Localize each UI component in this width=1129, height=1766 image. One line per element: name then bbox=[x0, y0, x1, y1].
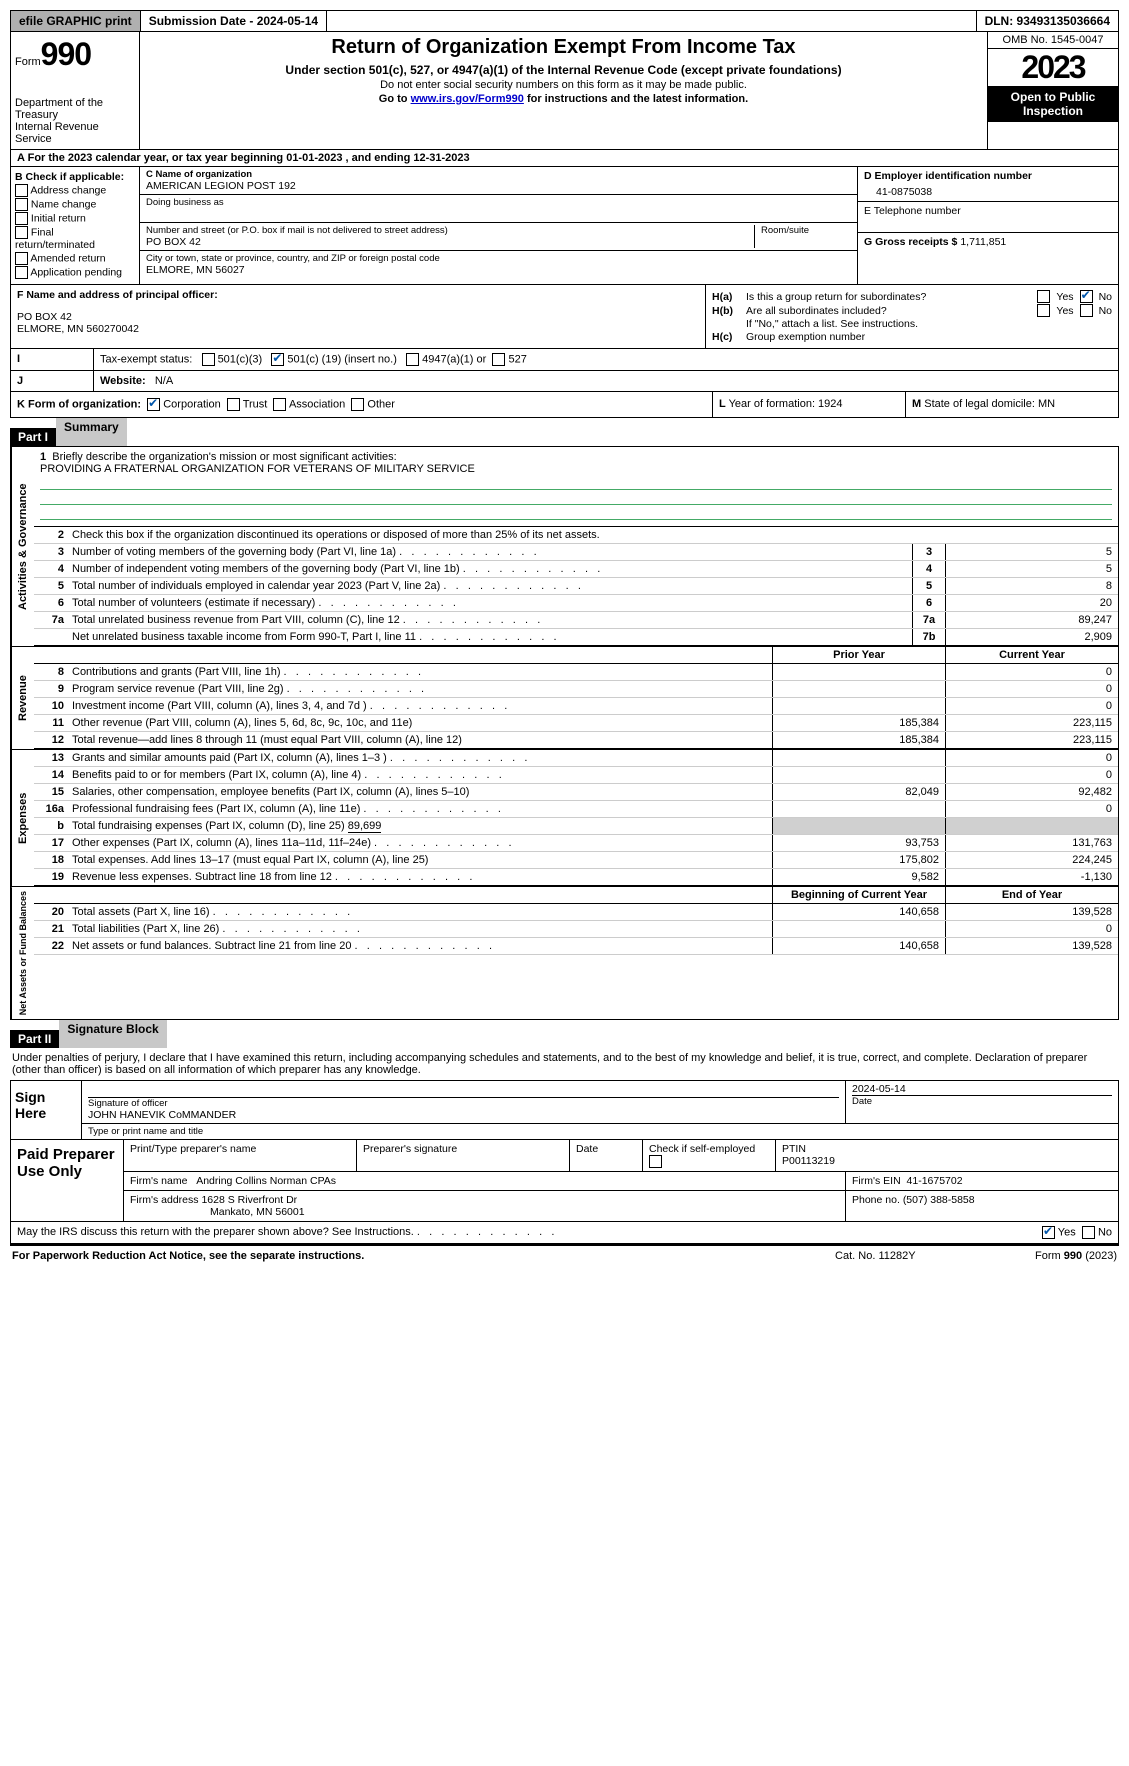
chk-corp[interactable] bbox=[147, 398, 160, 411]
form-number: 990 bbox=[41, 36, 91, 73]
chk-trust[interactable] bbox=[227, 398, 240, 411]
side-revenue: Revenue bbox=[11, 647, 34, 749]
firm-addr2: Mankato, MN 56001 bbox=[130, 1206, 305, 1218]
form-footer: Form 990 (2023) bbox=[1035, 1250, 1117, 1262]
submission-date: Submission Date - 2024-05-14 bbox=[141, 11, 327, 31]
discuss-no[interactable] bbox=[1082, 1226, 1095, 1239]
ha-no[interactable] bbox=[1080, 290, 1093, 303]
paid-preparer-label: Paid Preparer Use Only bbox=[11, 1140, 124, 1221]
firm-ein: 41-1675702 bbox=[907, 1175, 963, 1187]
side-expenses: Expenses bbox=[11, 750, 34, 886]
side-activities: Activities & Governance bbox=[11, 447, 34, 646]
gross-receipts: 1,711,851 bbox=[960, 236, 1006, 248]
omb-number: OMB No. 1545-0047 bbox=[988, 32, 1118, 49]
chk-initial-return[interactable] bbox=[15, 212, 28, 225]
dln: DLN: 93493135036664 bbox=[976, 11, 1118, 31]
ha-yes[interactable] bbox=[1037, 290, 1050, 303]
chk-final-return[interactable] bbox=[15, 226, 28, 239]
chk-amended[interactable] bbox=[15, 252, 28, 265]
part1-title: Summary bbox=[56, 418, 127, 446]
chk-self-employed[interactable] bbox=[649, 1155, 662, 1168]
chk-app-pending[interactable] bbox=[15, 266, 28, 279]
hb-no[interactable] bbox=[1080, 304, 1093, 317]
chk-501c3[interactable] bbox=[202, 353, 215, 366]
hb-yes[interactable] bbox=[1037, 304, 1050, 317]
chk-4947[interactable] bbox=[406, 353, 419, 366]
irs-link[interactable]: www.irs.gov/Form990 bbox=[411, 93, 524, 105]
form-subtitle: Under section 501(c), 527, or 4947(a)(1)… bbox=[144, 63, 983, 77]
chk-527[interactable] bbox=[492, 353, 505, 366]
chk-other[interactable] bbox=[351, 398, 364, 411]
part2-header: Part II bbox=[10, 1030, 59, 1048]
top-bar: efile GRAPHIC print Submission Date - 20… bbox=[10, 10, 1119, 32]
row-a-period: A For the 2023 calendar year, or tax yea… bbox=[10, 150, 1119, 167]
side-netassets: Net Assets or Fund Balances bbox=[11, 887, 34, 1019]
chk-address-change[interactable] bbox=[15, 184, 28, 197]
firm-name: Andring Collins Norman CPAs bbox=[196, 1175, 336, 1187]
form-header: Form 990 Department of the Treasury Inte… bbox=[10, 32, 1119, 150]
efile-label: efile GRAPHIC print bbox=[11, 11, 141, 31]
goto-pre: Go to bbox=[379, 93, 411, 105]
discuss-yes[interactable] bbox=[1042, 1226, 1055, 1239]
chk-501c[interactable] bbox=[271, 353, 284, 366]
officer-name: JOHN HANEVIK CoMMANDER bbox=[88, 1109, 839, 1121]
ein: 41-0875038 bbox=[864, 182, 1112, 198]
ptin: P00113219 bbox=[782, 1155, 1112, 1167]
firm-phone: (507) 388-5858 bbox=[903, 1194, 975, 1206]
website: N/A bbox=[155, 375, 173, 387]
paperwork-notice: For Paperwork Reduction Act Notice, see … bbox=[12, 1250, 835, 1262]
officer-addr1: PO BOX 42 bbox=[17, 311, 699, 323]
dept-treasury: Department of the Treasury bbox=[15, 97, 135, 121]
sig-date: 2024-05-14 bbox=[852, 1083, 1112, 1095]
tax-year: 2023 bbox=[988, 49, 1118, 86]
open-to-public: Open to Public Inspection bbox=[988, 86, 1118, 122]
ssn-note: Do not enter social security numbers on … bbox=[144, 79, 983, 91]
form-word: Form bbox=[15, 56, 41, 68]
officer-addr2: ELMORE, MN 560270042 bbox=[17, 323, 699, 335]
sign-here-label: Sign Here bbox=[11, 1081, 82, 1139]
section-b-checkboxes: B Check if applicable: Address change Na… bbox=[11, 167, 140, 284]
street-address: PO BOX 42 bbox=[146, 236, 754, 248]
city-state-zip: ELMORE, MN 56027 bbox=[146, 264, 851, 276]
irs-label: Internal Revenue Service bbox=[15, 121, 135, 145]
part1-header: Part I bbox=[10, 428, 56, 446]
chk-assoc[interactable] bbox=[273, 398, 286, 411]
part2-title: Signature Block bbox=[59, 1020, 166, 1048]
firm-addr1: 1628 S Riverfront Dr bbox=[201, 1194, 297, 1206]
goto-post: for instructions and the latest informat… bbox=[527, 93, 748, 105]
mission-text: PROVIDING A FRATERNAL ORGANIZATION FOR V… bbox=[40, 463, 1112, 475]
chk-name-change[interactable] bbox=[15, 198, 28, 211]
perjury-declaration: Under penalties of perjury, I declare th… bbox=[10, 1048, 1119, 1080]
cat-no: Cat. No. 11282Y bbox=[835, 1250, 1035, 1262]
org-name: AMERICAN LEGION POST 192 bbox=[146, 180, 851, 192]
form-title: Return of Organization Exempt From Incom… bbox=[144, 36, 983, 59]
